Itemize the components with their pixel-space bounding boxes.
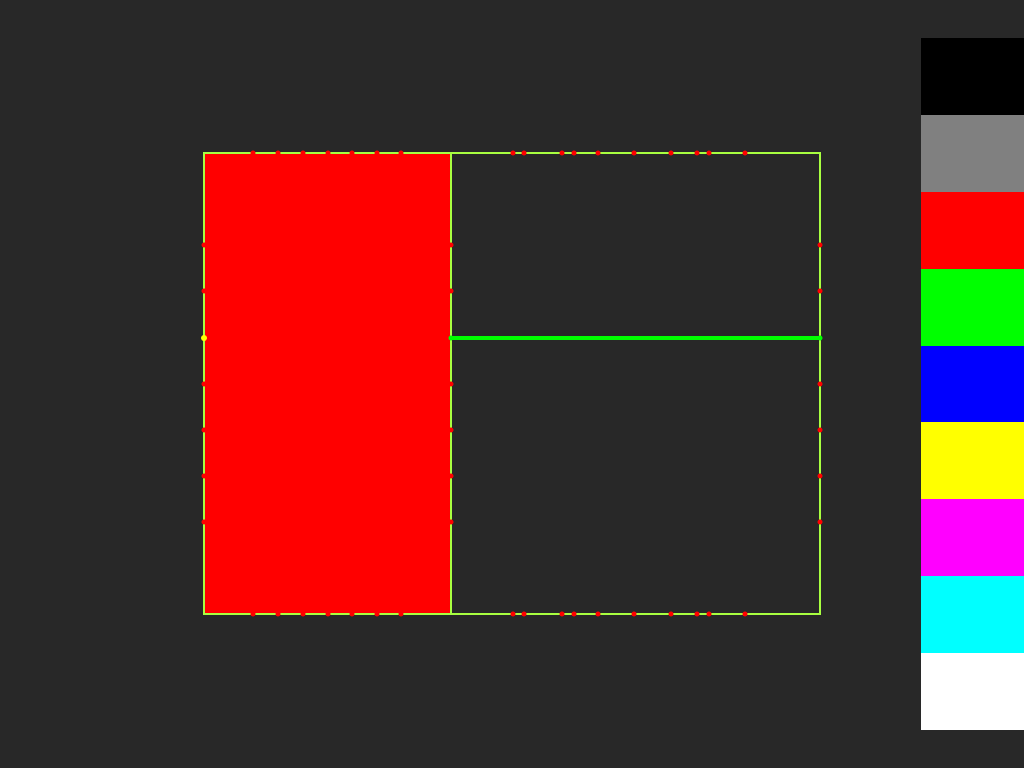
swatch-magenta[interactable] [921, 499, 1024, 577]
swatch-yellow[interactable] [921, 422, 1024, 500]
vertex-handle[interactable] [742, 150, 748, 156]
vertex-handle[interactable] [448, 288, 454, 294]
vertex-handle[interactable] [668, 611, 674, 617]
vertex-handle[interactable] [448, 381, 454, 387]
vertex-handle[interactable] [250, 611, 256, 617]
vertex-handle[interactable] [817, 381, 823, 387]
vertex-handle[interactable] [817, 473, 823, 479]
vertex-handle[interactable] [694, 611, 700, 617]
divider-junction-handle[interactable] [448, 335, 454, 341]
vertex-handle[interactable] [595, 611, 601, 617]
vertex-handle[interactable] [201, 288, 207, 294]
vertex-handle[interactable] [817, 427, 823, 433]
vertex-handle[interactable] [631, 150, 637, 156]
vertex-handle[interactable] [571, 611, 577, 617]
vertex-handle[interactable] [817, 242, 823, 248]
swatch-gray[interactable] [921, 114, 1024, 192]
vertex-handle[interactable] [448, 242, 454, 248]
swatch-green[interactable] [921, 268, 1024, 346]
vertex-handle[interactable] [349, 611, 355, 617]
swatch-white[interactable] [921, 653, 1024, 731]
vertex-handle[interactable] [325, 611, 331, 617]
vertex-handle[interactable] [448, 519, 454, 525]
vertex-handle[interactable] [668, 150, 674, 156]
swatch-red[interactable] [921, 191, 1024, 269]
top-right-panel[interactable] [451, 153, 820, 338]
vertex-handle[interactable] [201, 242, 207, 248]
vertex-handle[interactable] [201, 427, 207, 433]
vertex-handle[interactable] [201, 519, 207, 525]
vertex-handle[interactable] [275, 611, 281, 617]
vertex-handle[interactable] [521, 611, 527, 617]
vertex-handle[interactable] [349, 150, 355, 156]
vertex-handle[interactable] [817, 519, 823, 525]
vertex-handle[interactable] [595, 150, 601, 156]
vertex-handle[interactable] [325, 150, 331, 156]
vertex-handle[interactable] [398, 150, 404, 156]
vertex-handle[interactable] [706, 611, 712, 617]
vertex-handle[interactable] [275, 150, 281, 156]
divider-junction-handle[interactable] [817, 335, 823, 341]
vertex-handle[interactable] [398, 611, 404, 617]
vertex-handle[interactable] [559, 611, 565, 617]
vertex-handle[interactable] [571, 150, 577, 156]
swatch-blue[interactable] [921, 345, 1024, 423]
swatch-cyan[interactable] [921, 576, 1024, 654]
vertex-handles[interactable] [201, 150, 823, 617]
vertex-handle[interactable] [706, 150, 712, 156]
bottom-right-panel[interactable] [451, 338, 820, 614]
vertex-handle[interactable] [521, 150, 527, 156]
vertex-handle[interactable] [448, 427, 454, 433]
color-palette[interactable] [921, 38, 1024, 731]
vertex-handle[interactable] [300, 611, 306, 617]
selected-vertex-handle[interactable] [201, 335, 207, 341]
vertex-handle[interactable] [250, 150, 256, 156]
vertex-handle[interactable] [374, 150, 380, 156]
vertex-handle[interactable] [817, 288, 823, 294]
vertex-handle[interactable] [300, 150, 306, 156]
vertex-handle[interactable] [742, 611, 748, 617]
vertex-handle[interactable] [510, 150, 516, 156]
swatch-black[interactable] [921, 38, 1024, 115]
left-panel[interactable] [204, 153, 451, 614]
vertex-handle[interactable] [201, 381, 207, 387]
vertex-handle[interactable] [201, 473, 207, 479]
vertex-handle[interactable] [510, 611, 516, 617]
vertex-handle[interactable] [559, 150, 565, 156]
drawing-canvas[interactable] [0, 0, 920, 768]
shape-board[interactable] [0, 0, 920, 768]
vertex-handle[interactable] [694, 150, 700, 156]
vertex-handle[interactable] [448, 473, 454, 479]
vertex-handle[interactable] [631, 611, 637, 617]
vertex-handle[interactable] [374, 611, 380, 617]
